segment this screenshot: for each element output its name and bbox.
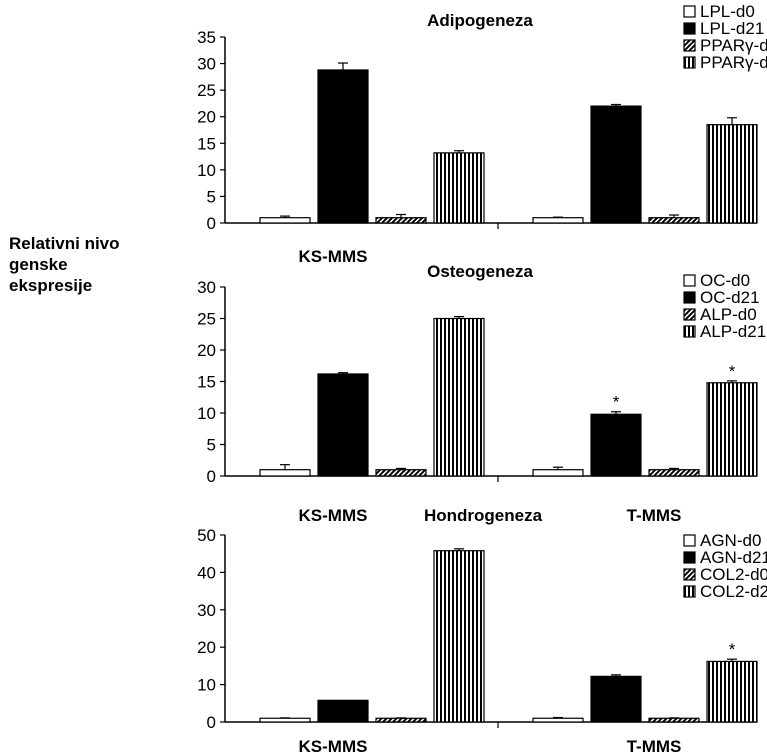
bar-COL2-d0: [375, 717, 427, 723]
legend-label: ALP-d0: [700, 305, 757, 324]
legend-swatch: [683, 5, 696, 18]
y-tick-label: 15: [197, 373, 216, 392]
legend-swatch: [683, 568, 696, 581]
legend-swatch: [683, 585, 696, 598]
bar-PPARγ-d0: [375, 217, 427, 224]
bar-OC-d0: [532, 469, 584, 477]
y-tick-label: 20: [197, 341, 216, 360]
category-label: T-MMS: [627, 737, 682, 756]
significance-marker: *: [729, 362, 736, 381]
y-tick-label: 5: [207, 187, 216, 206]
bar-COL2-d21: [433, 550, 485, 723]
bar-AGN-d21: [317, 699, 369, 723]
chart-panel-1: Osteogeneza 0 5 10 15 20 25 30 KS-MMS T-MMS * * OC-d…: [197, 262, 766, 525]
category-label: KS-MMS: [299, 737, 368, 756]
y-tick-label: 35: [197, 28, 216, 47]
legend-label: LPL-d0: [700, 2, 755, 21]
chart-title: Adipogeneza: [427, 11, 533, 30]
category-label: T-MMS: [627, 506, 682, 525]
category-label: KS-MMS: [299, 247, 368, 266]
y-tick-label: 20: [197, 108, 216, 127]
y-tick-label: 0: [207, 214, 216, 233]
bar-ALP-d0: [375, 469, 427, 477]
y-tick-label: 10: [197, 676, 216, 695]
y-tick-label: 0: [207, 467, 216, 486]
legend-swatch: [683, 291, 696, 304]
bar-AGN-d0: [259, 717, 311, 723]
legend-label: AGN-d0: [700, 531, 761, 550]
bar-PPARγ-d0: [648, 217, 700, 224]
bar-LPL-d21: [317, 69, 369, 224]
legend-swatch: [683, 308, 696, 321]
legend-label: OC-d0: [700, 271, 750, 290]
legend-label: COL2-d0: [700, 565, 767, 584]
bar-OC-d21: [317, 373, 369, 477]
bar-LPL-d0: [259, 217, 311, 224]
bar-AGN-d0: [532, 717, 584, 723]
bar-COL2-d21: [706, 660, 758, 723]
significance-marker: *: [729, 640, 736, 659]
legend-swatch: [683, 39, 696, 52]
bar-ALP-d0: [648, 469, 700, 477]
y-tick-label: 25: [197, 81, 216, 100]
y-tick-label: 30: [197, 278, 216, 297]
bar-AGN-d21: [590, 675, 642, 723]
y-tick-label: 20: [197, 638, 216, 657]
chart-title: Osteogeneza: [427, 262, 533, 281]
y-tick-label: 25: [197, 310, 216, 329]
y-tick-label: 0: [207, 713, 216, 732]
y-tick-label: 15: [197, 134, 216, 153]
chart-title: Hondrogeneza: [424, 506, 543, 525]
y-axis-label: Relativni nivo genske ekspresije: [9, 234, 120, 295]
legend-swatch: [683, 274, 696, 287]
legend-label: LPL-d21: [700, 19, 764, 38]
y-tick-label: 30: [197, 55, 216, 74]
y-tick-label: 5: [207, 436, 216, 455]
chart-panel-2: Hondrogeneza 0 10 20 30 40 50 KS-MMS T-MMS * AGN-d…: [197, 506, 767, 756]
bar-ALP-d21: [433, 317, 485, 477]
legend-swatch: [683, 325, 696, 338]
bar-PPARγ-d21: [706, 124, 758, 224]
y-tick-label: 40: [197, 563, 216, 582]
legend-label: OC-d21: [700, 288, 760, 307]
y-tick-label: 30: [197, 601, 216, 620]
bar-LPL-d21: [590, 105, 642, 224]
category-label: KS-MMS: [299, 506, 368, 525]
bar-OC-d21: [590, 413, 642, 477]
y-tick-label: 10: [197, 161, 216, 180]
legend-label: PPARγ-d0: [700, 36, 767, 55]
bar-COL2-d0: [648, 717, 700, 723]
bar-ALP-d21: [706, 382, 758, 477]
legend-swatch: [683, 22, 696, 35]
y-tick-label: 50: [197, 526, 216, 545]
legend-label: COL2-d21: [700, 582, 767, 601]
legend-label: ALP-d21: [700, 322, 766, 341]
bar-OC-d0: [259, 469, 311, 477]
chart-panel-0: Adipogeneza 0 5 10 15 20 25 30 35 KS-MMS LPL-d0LPL…: [197, 2, 767, 266]
legend-label: PPARγ-d21: [700, 53, 767, 72]
legend-label: AGN-d21: [700, 548, 767, 567]
legend-swatch: [683, 534, 696, 547]
bar-PPARγ-d21: [433, 152, 485, 224]
y-tick-label: 10: [197, 404, 216, 423]
bar-LPL-d0: [532, 217, 584, 224]
legend-swatch: [683, 56, 696, 69]
legend-swatch: [683, 551, 696, 564]
significance-marker: *: [613, 393, 620, 412]
